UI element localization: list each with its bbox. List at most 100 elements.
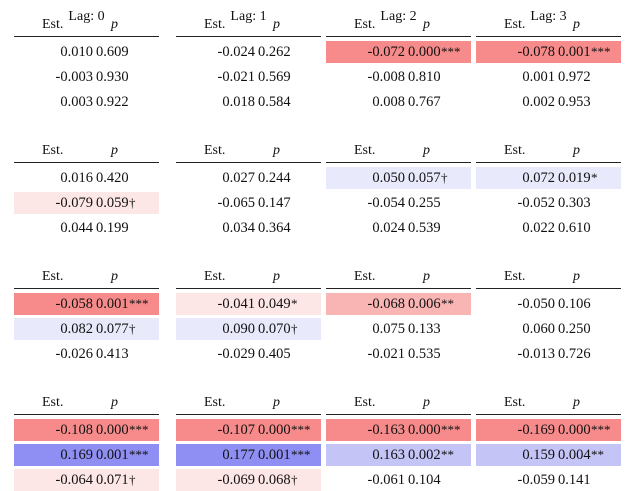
table-row: 0.003 0.922 xyxy=(14,91,159,113)
estimate-cell: -0.026 xyxy=(55,346,93,362)
p-column-label: p xyxy=(273,269,280,284)
estimate-cell: 0.050 xyxy=(372,170,405,186)
p-column-label: p xyxy=(423,143,430,158)
p-value-cell: 0.104 xyxy=(408,472,441,488)
estimate-cell: -0.021 xyxy=(367,346,405,362)
p-column-label: p xyxy=(423,269,430,284)
table-row: -0.052 0.303 xyxy=(476,192,621,214)
p-value-cell: 0.070 xyxy=(258,321,291,337)
column-header: Est. p xyxy=(176,140,321,163)
p-value-cell: 0.004 xyxy=(558,447,591,463)
significance-marker: *** xyxy=(129,447,149,462)
column-header: Est. p xyxy=(14,266,159,289)
table-row: 0.072 0.019 * xyxy=(476,167,621,189)
column-header: Est. p xyxy=(476,392,621,415)
estimate-cell: 0.018 xyxy=(222,94,255,110)
p-column-label: p xyxy=(273,395,280,410)
table-row: -0.107 0.000 *** xyxy=(176,419,321,441)
est-column-label: Est. xyxy=(504,269,526,284)
significance-marker: *** xyxy=(591,422,611,437)
significance-marker: *** xyxy=(291,422,311,437)
significance-marker: † xyxy=(291,472,298,487)
estimate-cell: 0.072 xyxy=(522,170,555,186)
table-row: -0.061 0.104 xyxy=(326,469,471,491)
estimate-cell: 0.163 xyxy=(372,447,405,463)
p-value-cell: 0.584 xyxy=(258,94,291,110)
table-row: -0.078 0.001 *** xyxy=(476,41,621,63)
p-column-label: p xyxy=(423,395,430,410)
table-row: -0.059 0.141 xyxy=(476,469,621,491)
p-column-label: p xyxy=(111,17,118,32)
estimate-cell: -0.064 xyxy=(55,472,93,488)
estimate-cell: -0.052 xyxy=(517,195,555,211)
est-column-label: Est. xyxy=(42,143,64,158)
column-header: Est. p xyxy=(14,14,159,37)
p-value-cell: 0.001 xyxy=(558,44,591,60)
p-value-cell: 0.810 xyxy=(408,69,441,85)
estimate-cell: 0.010 xyxy=(60,44,93,60)
p-value-cell: 0.199 xyxy=(96,220,129,236)
significance-marker: *** xyxy=(129,422,149,437)
p-value-cell: 0.364 xyxy=(258,220,291,236)
p-column-label: p xyxy=(573,143,580,158)
estimate-cell: -0.059 xyxy=(517,472,555,488)
estimate-cell: 0.075 xyxy=(372,321,405,337)
table-row: -0.029 0.405 xyxy=(176,343,321,365)
table-row: 0.016 0.420 xyxy=(14,167,159,189)
table-row: -0.079 0.059 † xyxy=(14,192,159,214)
estimate-cell: 0.082 xyxy=(60,321,93,337)
p-value-cell: 0.068 xyxy=(258,472,291,488)
p-value-cell: 0.106 xyxy=(558,296,591,312)
column-header: Est. p xyxy=(326,266,471,289)
p-value-cell: 0.922 xyxy=(96,94,129,110)
estimate-cell: 0.001 xyxy=(522,69,555,85)
table-row: 0.075 0.133 xyxy=(326,318,471,340)
estimate-cell: 0.027 xyxy=(222,170,255,186)
p-value-cell: 0.000 xyxy=(558,422,591,438)
p-value-cell: 0.071 xyxy=(96,472,129,488)
table-row: 0.022 0.610 xyxy=(476,217,621,239)
est-column-label: Est. xyxy=(354,17,376,32)
estimate-cell: 0.034 xyxy=(222,220,255,236)
estimate-cell: -0.069 xyxy=(217,472,255,488)
table-row: 0.024 0.539 xyxy=(326,217,471,239)
p-column-label: p xyxy=(573,17,580,32)
p-value-cell: 0.057 xyxy=(408,170,441,186)
p-value-cell: 0.244 xyxy=(258,170,291,186)
column-header: Est. p xyxy=(326,140,471,163)
est-column-label: Est. xyxy=(204,269,226,284)
estimate-cell: -0.058 xyxy=(55,296,93,312)
column-header: Est. p xyxy=(176,266,321,289)
estimate-cell: 0.002 xyxy=(522,94,555,110)
table-row: -0.065 0.147 xyxy=(176,192,321,214)
p-value-cell: 0.141 xyxy=(558,472,591,488)
table-row: 0.159 0.004 ** xyxy=(476,444,621,466)
estimate-cell: 0.024 xyxy=(372,220,405,236)
p-value-cell: 0.019 xyxy=(558,170,591,186)
p-value-cell: 0.972 xyxy=(558,69,591,85)
column-header: Est. p xyxy=(476,14,621,37)
est-column-label: Est. xyxy=(42,17,64,32)
estimate-cell: -0.108 xyxy=(55,422,93,438)
estimate-cell: 0.090 xyxy=(222,321,255,337)
column-header: Est. p xyxy=(176,14,321,37)
p-column-label: p xyxy=(111,143,118,158)
p-value-cell: 0.262 xyxy=(258,44,291,60)
estimate-cell: -0.169 xyxy=(517,422,555,438)
estimate-cell: -0.024 xyxy=(217,44,255,60)
p-value-cell: 0.413 xyxy=(96,346,129,362)
table-row: 0.082 0.077 † xyxy=(14,318,159,340)
p-value-cell: 0.569 xyxy=(258,69,291,85)
p-value-cell: 0.077 xyxy=(96,321,129,337)
p-column-label: p xyxy=(273,143,280,158)
est-column-label: Est. xyxy=(42,395,64,410)
table-row: 0.060 0.250 xyxy=(476,318,621,340)
p-column-label: p xyxy=(573,395,580,410)
column-header: Est. p xyxy=(14,392,159,415)
table-row: -0.072 0.000 *** xyxy=(326,41,471,63)
p-value-cell: 0.059 xyxy=(96,195,129,211)
table-row: 0.008 0.767 xyxy=(326,91,471,113)
estimate-cell: 0.016 xyxy=(60,170,93,186)
table-row: -0.013 0.726 xyxy=(476,343,621,365)
estimate-cell: 0.060 xyxy=(522,321,555,337)
